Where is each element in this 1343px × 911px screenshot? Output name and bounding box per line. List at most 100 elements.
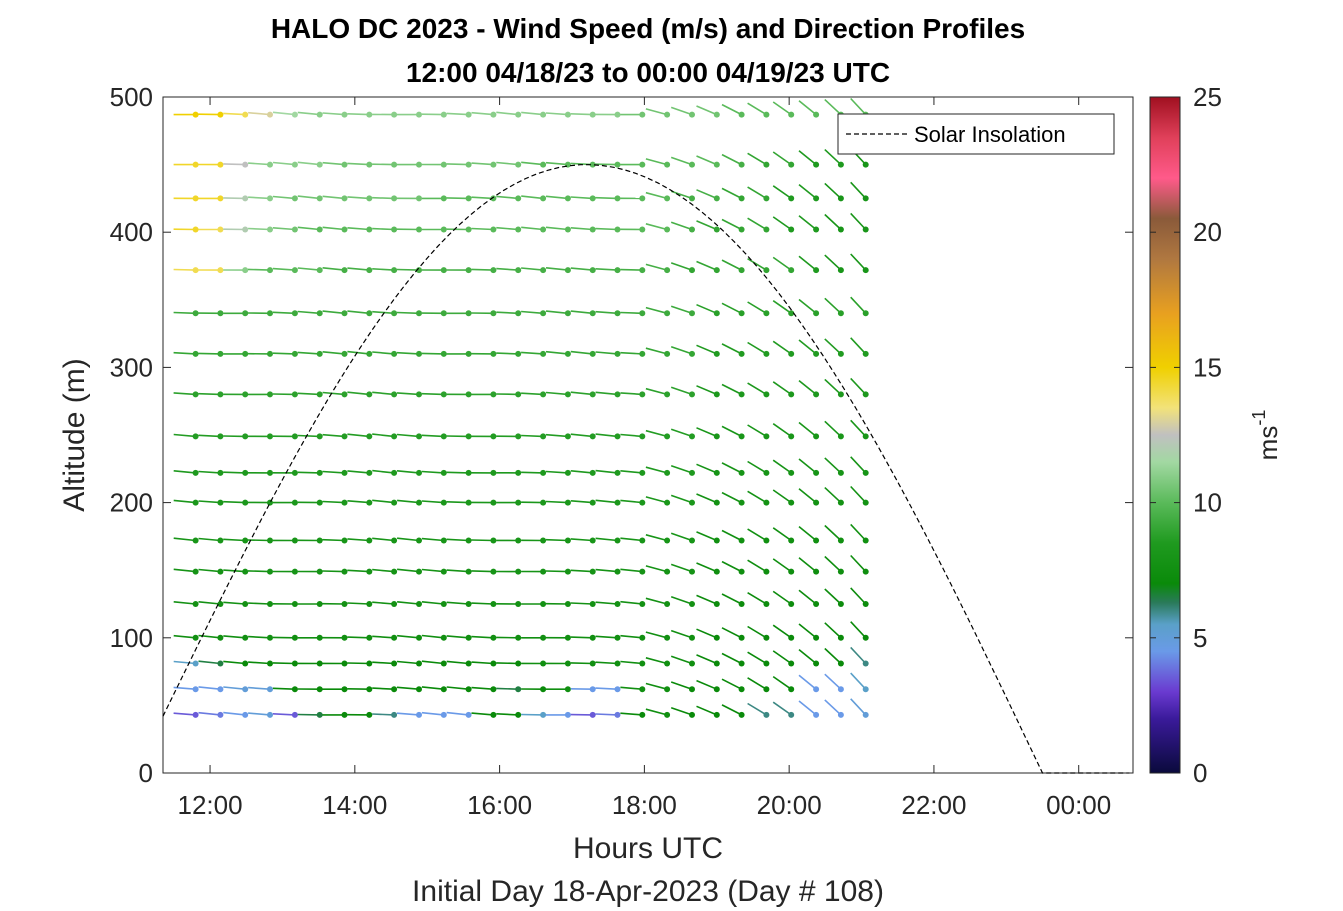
wind-barb bbox=[595, 499, 618, 504]
wind-barb bbox=[545, 267, 568, 271]
wind-barb-point bbox=[738, 568, 745, 575]
wind-barb bbox=[850, 296, 867, 314]
wind-barb bbox=[595, 469, 618, 474]
wind-barb bbox=[850, 698, 867, 716]
wind-barb bbox=[850, 337, 867, 355]
wind-barb-point bbox=[589, 686, 596, 693]
wind-barb bbox=[297, 111, 320, 116]
wind-barb bbox=[645, 347, 668, 355]
wind-barb-point bbox=[689, 310, 695, 317]
wind-barb bbox=[173, 392, 196, 396]
wind-barb-point bbox=[614, 391, 621, 398]
wind-barb bbox=[521, 226, 544, 231]
wind-barb bbox=[396, 351, 420, 355]
wind-barb bbox=[223, 197, 246, 200]
wind-barb-point bbox=[291, 350, 298, 357]
wind-barb-point bbox=[316, 391, 323, 398]
wind-barb bbox=[173, 268, 196, 271]
wind-barb-point bbox=[540, 469, 547, 476]
wind-barb-point bbox=[465, 469, 472, 476]
wind-barb-point bbox=[490, 433, 497, 440]
wind-barb-point bbox=[664, 568, 671, 575]
wind-barb-point bbox=[366, 499, 373, 506]
wind-barb bbox=[595, 687, 618, 690]
wind-barb bbox=[372, 391, 395, 396]
wind-barb-point bbox=[242, 226, 249, 233]
wind-barb-point bbox=[515, 660, 522, 667]
wind-barb-point bbox=[813, 433, 820, 440]
wind-barb-point bbox=[689, 601, 695, 607]
wind-barb-point bbox=[440, 161, 447, 168]
wind-barb-point bbox=[738, 660, 745, 667]
wind-barb-point bbox=[316, 660, 323, 667]
wind-barb-point bbox=[738, 226, 745, 233]
wind-barb-point bbox=[788, 391, 795, 398]
wind-barb-point bbox=[564, 711, 571, 718]
wind-barb bbox=[824, 555, 842, 573]
wind-barb-point bbox=[267, 350, 273, 357]
wind-barb bbox=[446, 197, 469, 200]
wind-barb-point bbox=[862, 660, 869, 667]
wind-barb bbox=[670, 156, 693, 166]
wind-barb-point bbox=[267, 568, 273, 575]
wind-barb-point bbox=[440, 195, 447, 202]
y-tick-label: 0 bbox=[139, 758, 153, 788]
wind-barb-point bbox=[217, 161, 224, 168]
wind-barb-point bbox=[589, 391, 596, 398]
wind-barb bbox=[521, 111, 544, 116]
wind-barb bbox=[272, 662, 295, 665]
wind-barb bbox=[798, 298, 817, 314]
wind-barb bbox=[372, 568, 395, 573]
wind-barb-point bbox=[788, 267, 795, 274]
wind-barb-point bbox=[589, 267, 596, 274]
wind-barb bbox=[347, 113, 370, 116]
wind-barb-point bbox=[564, 634, 571, 641]
wind-barb bbox=[248, 196, 271, 200]
wind-barb-point bbox=[788, 350, 795, 357]
wind-barb-point bbox=[763, 195, 770, 202]
wind-barb-point bbox=[515, 601, 522, 607]
wind-barb-point bbox=[763, 391, 770, 398]
wind-barb bbox=[620, 634, 643, 639]
wind-barb-point bbox=[291, 634, 298, 641]
wind-barb bbox=[595, 537, 618, 542]
wind-barb bbox=[347, 350, 370, 355]
wind-barb bbox=[670, 106, 693, 116]
wind-barb bbox=[798, 183, 817, 200]
wind-barb-point bbox=[738, 469, 745, 476]
wind-barb-point bbox=[639, 660, 646, 667]
wind-barb-point bbox=[316, 195, 323, 202]
wind-barb-point bbox=[515, 310, 522, 317]
wind-barb-point bbox=[837, 433, 844, 440]
wind-barb-point bbox=[689, 686, 695, 693]
wind-barb bbox=[798, 623, 817, 639]
wind-barb-point bbox=[589, 310, 596, 317]
wind-barb bbox=[620, 686, 643, 690]
wind-barb bbox=[747, 217, 767, 231]
wind-barb-point bbox=[763, 226, 770, 233]
wind-barb-point bbox=[540, 195, 547, 202]
wind-barb bbox=[747, 528, 767, 542]
wind-barb-point bbox=[316, 469, 323, 476]
wind-barb-point bbox=[465, 568, 472, 575]
wind-barb-point bbox=[366, 226, 373, 233]
wind-barb bbox=[272, 311, 295, 315]
wind-barb-point bbox=[862, 634, 869, 641]
wind-barb-point bbox=[217, 686, 224, 693]
wind-barb-point bbox=[738, 267, 745, 274]
wind-barb-point bbox=[267, 711, 273, 718]
wind-barb-point bbox=[291, 537, 298, 544]
wind-barb-point bbox=[416, 111, 422, 118]
wind-barb bbox=[645, 387, 668, 396]
wind-barb bbox=[747, 592, 767, 605]
wind-barb-point bbox=[713, 469, 720, 476]
wind-barb bbox=[696, 562, 718, 573]
wind-barb bbox=[595, 310, 618, 315]
wind-barb-point bbox=[341, 226, 348, 233]
wind-barb-point bbox=[416, 161, 422, 168]
wind-barb-point bbox=[813, 686, 820, 693]
wind-barb bbox=[446, 686, 469, 690]
wind-barb bbox=[173, 470, 196, 474]
wind-barb-point bbox=[788, 195, 795, 202]
wind-barb-point bbox=[862, 310, 869, 317]
